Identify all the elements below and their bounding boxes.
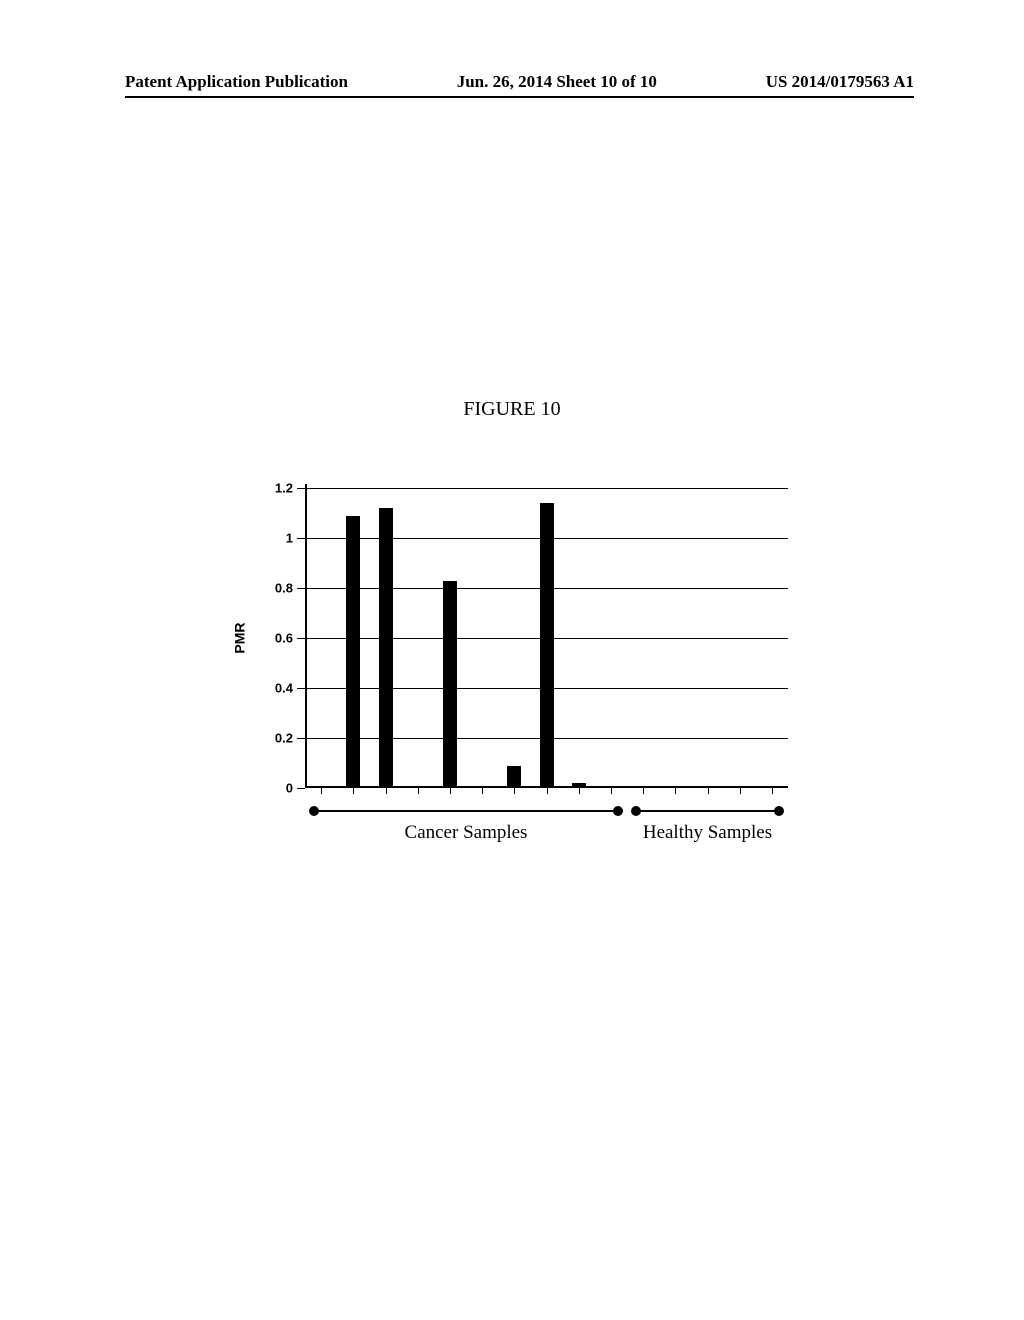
group-bracket (314, 810, 618, 812)
bar (379, 508, 393, 788)
y-tick (297, 488, 305, 489)
gridline (305, 488, 788, 489)
header-center: Jun. 26, 2014 Sheet 10 of 10 (457, 72, 657, 92)
group-dot (631, 806, 641, 816)
bar (572, 783, 586, 788)
bar-chart: PMR 00.20.40.60.811.2Cancer SamplesHealt… (260, 488, 820, 788)
header-left: Patent Application Publication (125, 72, 348, 92)
y-tick-label: 0.2 (275, 731, 293, 746)
bar (733, 787, 747, 788)
y-tick (297, 738, 305, 739)
y-tick-label: 1.2 (275, 481, 293, 496)
x-tick (450, 788, 451, 794)
bar (443, 581, 457, 789)
x-tick (675, 788, 676, 794)
x-tick (740, 788, 741, 794)
x-tick (643, 788, 644, 794)
x-tick (611, 788, 612, 794)
x-tick (321, 788, 322, 794)
x-tick (386, 788, 387, 794)
bar (507, 766, 521, 789)
x-tick (482, 788, 483, 794)
header-right: US 2014/0179563 A1 (766, 72, 914, 92)
patent-header: Patent Application Publication Jun. 26, … (0, 72, 1024, 98)
x-tick (579, 788, 580, 794)
y-tick-label: 0.4 (275, 681, 293, 696)
y-tick-label: 0.6 (275, 631, 293, 646)
y-tick-label: 0.8 (275, 581, 293, 596)
x-tick (514, 788, 515, 794)
x-tick (708, 788, 709, 794)
group-label: Cancer Samples (314, 822, 618, 844)
figure-title: FIGURE 10 (0, 398, 1024, 421)
bar (346, 516, 360, 789)
y-tick (297, 588, 305, 589)
x-tick (772, 788, 773, 794)
group-label: Healthy Samples (636, 822, 779, 844)
y-tick (297, 638, 305, 639)
y-tick-label: 0 (286, 781, 293, 796)
y-tick (297, 788, 305, 789)
group-dot (774, 806, 784, 816)
y-tick (297, 538, 305, 539)
y-axis-label: PMR (232, 622, 248, 653)
y-axis-line (305, 484, 307, 788)
bar (540, 503, 554, 788)
x-tick (418, 788, 419, 794)
bar (668, 787, 682, 788)
plot-area: 00.20.40.60.811.2Cancer SamplesHealthy S… (305, 488, 788, 788)
group-dot (613, 806, 623, 816)
y-tick-label: 1 (286, 531, 293, 546)
x-tick (353, 788, 354, 794)
group-bracket (636, 810, 779, 812)
y-tick (297, 688, 305, 689)
group-dot (309, 806, 319, 816)
x-tick (547, 788, 548, 794)
